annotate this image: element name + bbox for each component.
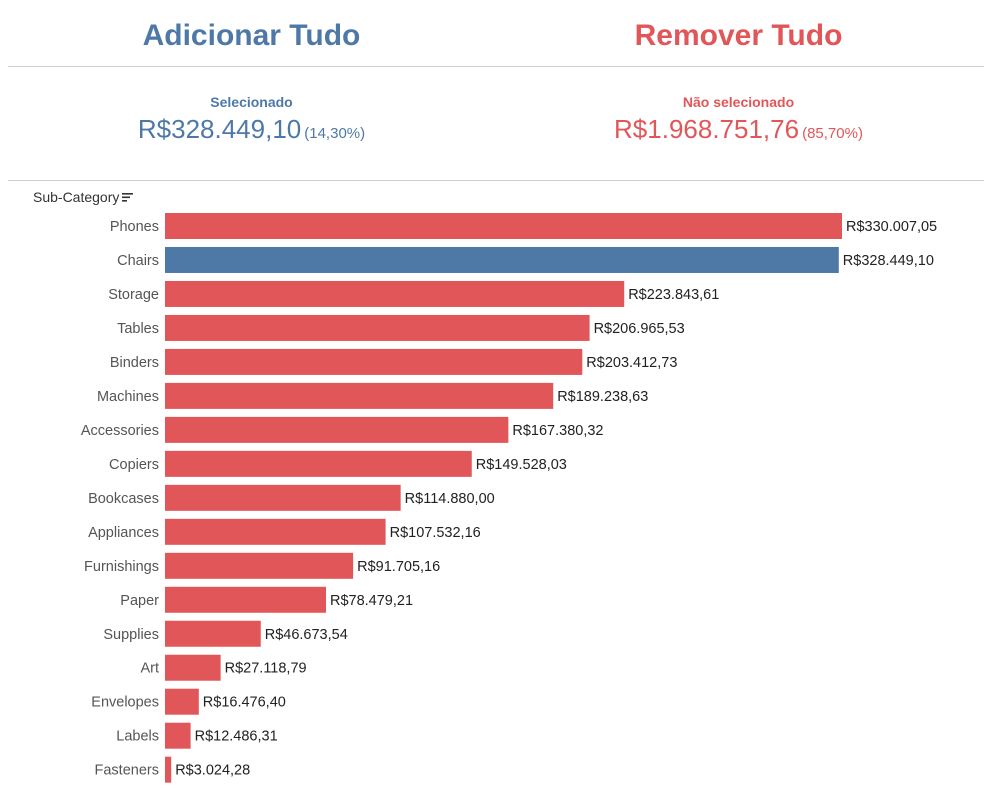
category-label-bookcases[interactable]: Bookcases	[88, 491, 159, 507]
bar-fasteners[interactable]	[165, 756, 172, 783]
value-label-machines: R$189.238,63	[557, 389, 648, 405]
category-label-tables[interactable]: Tables	[117, 321, 159, 337]
top-divider	[8, 66, 984, 67]
kpi-not-selected: Não selecionado R$1.968.751,76 (85,70%)	[495, 92, 982, 145]
bar-storage[interactable]	[165, 280, 625, 307]
subcategory-field-label: Sub-Category	[33, 189, 120, 205]
bar-bookcases[interactable]	[165, 484, 401, 511]
kpi-selected-label: Selecionado	[210, 94, 293, 110]
category-label-supplies[interactable]: Supplies	[103, 627, 159, 643]
category-label-machines[interactable]: Machines	[97, 389, 159, 405]
category-label-appliances[interactable]: Appliances	[88, 525, 159, 541]
bar-paper[interactable]	[165, 586, 326, 613]
category-label-binders[interactable]: Binders	[110, 355, 159, 371]
bar-copiers[interactable]	[165, 450, 472, 477]
kpi-not-selected-value: R$1.968.751,76	[614, 114, 800, 144]
category-label-copiers[interactable]: Copiers	[109, 457, 159, 473]
subcategory-field-header[interactable]: Sub-Category	[33, 189, 134, 205]
bar-tables[interactable]	[165, 314, 590, 341]
bar-art[interactable]	[165, 654, 221, 681]
bar-phones[interactable]	[165, 213, 842, 239]
value-label-chairs: R$328.449,10	[843, 253, 934, 269]
bar-furnishings[interactable]	[165, 552, 354, 579]
value-label-binders: R$203.412,73	[586, 355, 677, 371]
value-label-envelopes: R$16.476,40	[203, 695, 286, 711]
category-label-chairs[interactable]: Chairs	[117, 253, 159, 269]
bar-binders[interactable]	[165, 348, 583, 375]
category-label-storage[interactable]: Storage	[108, 287, 159, 303]
category-label-labels[interactable]: Labels	[116, 729, 159, 745]
kpi-divider	[8, 180, 984, 181]
category-label-furnishings[interactable]: Furnishings	[84, 559, 159, 575]
value-label-art: R$27.118,79	[225, 661, 307, 677]
category-label-accessories[interactable]: Accessories	[81, 423, 159, 439]
category-label-paper[interactable]: Paper	[120, 593, 159, 609]
value-label-copiers: R$149.528,03	[476, 457, 567, 473]
category-label-phones[interactable]: Phones	[110, 219, 159, 235]
kpi-selected-percent: (14,30%)	[304, 125, 366, 142]
sort-descending-icon[interactable]	[122, 189, 134, 205]
value-label-fasteners: R$3.024,28	[175, 763, 250, 779]
value-label-appliances: R$107.532,16	[390, 525, 481, 541]
bar-machines[interactable]	[165, 382, 554, 409]
bar-accessories[interactable]	[165, 416, 509, 443]
value-label-paper: R$78.479,21	[330, 593, 413, 609]
bar-appliances[interactable]	[165, 518, 386, 545]
add-all-button[interactable]: Adicionar Tudo	[142, 19, 361, 52]
category-label-art[interactable]: Art	[140, 661, 159, 677]
value-label-furnishings: R$91.705,16	[357, 559, 440, 575]
value-label-labels: R$12.486,31	[195, 729, 278, 745]
bar-labels[interactable]	[165, 722, 191, 749]
category-label-envelopes[interactable]: Envelopes	[91, 695, 159, 711]
value-label-storage: R$223.843,61	[628, 287, 719, 303]
value-label-phones: R$330.007,05	[846, 219, 937, 235]
bar-chairs[interactable]	[165, 246, 839, 273]
kpi-not-selected-label: Não selecionado	[682, 94, 795, 110]
bar-envelopes[interactable]	[165, 688, 199, 715]
bar-supplies[interactable]	[165, 620, 261, 647]
kpi-selected-value: R$328.449,10	[137, 114, 302, 144]
value-label-bookcases: R$114.880,00	[405, 491, 495, 507]
kpi-not-selected-percent: (85,70%)	[802, 125, 863, 142]
remove-all-button[interactable]: Remover Tudo	[634, 19, 843, 52]
kpi-selected: Selecionado R$328.449,10 (14,30%)	[8, 92, 495, 145]
value-label-accessories: R$167.380,32	[512, 423, 603, 439]
category-label-fasteners[interactable]: Fasteners	[95, 763, 159, 779]
value-label-supplies: R$46.673,54	[265, 627, 348, 643]
value-label-tables: R$206.965,53	[594, 321, 685, 337]
